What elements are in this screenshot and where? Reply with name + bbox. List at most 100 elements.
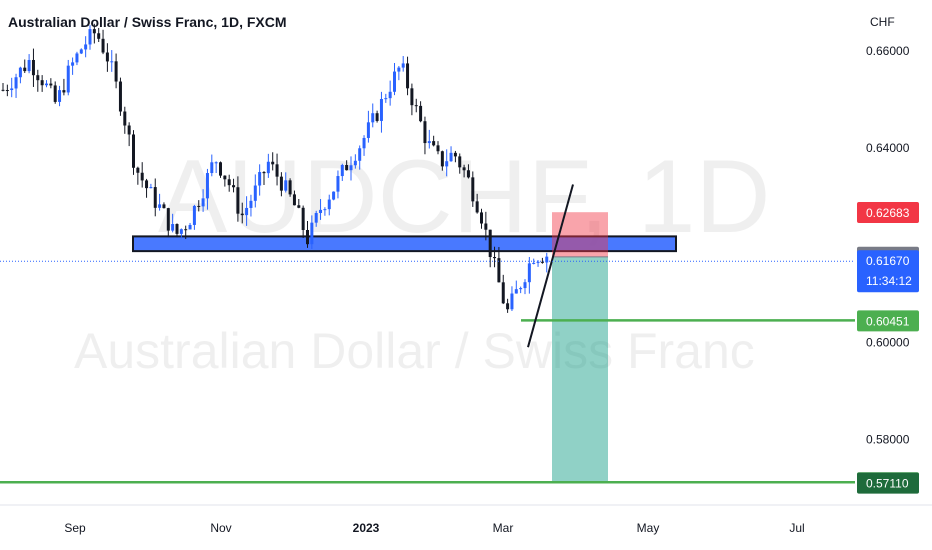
candle-body bbox=[92, 29, 96, 34]
candle-body bbox=[127, 125, 131, 135]
candle-body bbox=[223, 175, 227, 180]
candle-body bbox=[271, 161, 275, 165]
candle-body bbox=[327, 199, 331, 210]
price-tick-label: 0.60000 bbox=[866, 335, 910, 349]
candle-body bbox=[493, 257, 497, 259]
candle-body bbox=[310, 222, 314, 245]
candle-body bbox=[45, 83, 48, 86]
stop-loss-area bbox=[552, 212, 608, 257]
candle-body bbox=[406, 63, 410, 89]
candle-body bbox=[18, 67, 22, 78]
candle-body bbox=[449, 152, 453, 162]
candle-body bbox=[279, 176, 283, 191]
candle-body bbox=[232, 185, 236, 188]
candle-body bbox=[140, 172, 144, 181]
candle-body bbox=[349, 165, 353, 171]
candle-body bbox=[158, 204, 162, 208]
candle-body bbox=[480, 212, 483, 224]
candle-body bbox=[145, 180, 149, 189]
candle-body bbox=[219, 162, 222, 176]
candle-body bbox=[440, 151, 444, 167]
candle-body bbox=[40, 80, 44, 86]
candle-body bbox=[236, 187, 240, 214]
candle-body bbox=[27, 59, 31, 72]
price-tag bbox=[857, 250, 919, 293]
time-tick-label: Jul bbox=[789, 521, 804, 535]
candle-body bbox=[432, 141, 436, 146]
candle-body bbox=[427, 141, 431, 144]
candle-body bbox=[66, 65, 70, 93]
time-tick-label: Sep bbox=[64, 521, 86, 535]
candle-body bbox=[275, 164, 279, 177]
candle-body bbox=[23, 67, 27, 72]
candles-layer bbox=[1, 23, 549, 313]
candle-body bbox=[62, 90, 66, 93]
candle-body bbox=[249, 200, 253, 208]
candle-body bbox=[545, 256, 549, 263]
chart-title: Australian Dollar / Swiss Franc, 1D, FXC… bbox=[8, 14, 287, 30]
candle-body bbox=[336, 176, 340, 192]
support-zone-layer bbox=[132, 235, 677, 253]
candle-body bbox=[379, 99, 383, 121]
candle-body bbox=[501, 282, 505, 304]
candle-body bbox=[319, 209, 323, 214]
price-tag bbox=[857, 310, 919, 332]
time-tick-label: May bbox=[637, 521, 660, 535]
candle-body bbox=[132, 134, 135, 168]
price-tag-label: 0.62683 bbox=[866, 206, 910, 220]
candle-body bbox=[453, 152, 457, 157]
candle-body bbox=[266, 161, 270, 174]
candle-body bbox=[258, 172, 262, 186]
candle-body bbox=[101, 38, 105, 53]
watermark-name: Australian Dollar / Swiss Franc bbox=[74, 323, 755, 379]
candle-body bbox=[153, 187, 157, 208]
candle-body bbox=[410, 88, 414, 106]
candle-body bbox=[510, 293, 514, 310]
support-zone bbox=[132, 235, 677, 253]
candle-body bbox=[5, 90, 9, 92]
candle-body bbox=[201, 198, 205, 207]
candle-body bbox=[506, 303, 510, 310]
candle-body bbox=[53, 85, 57, 102]
candle-body bbox=[118, 81, 122, 112]
candle-body bbox=[184, 229, 188, 231]
candle-body bbox=[484, 223, 488, 230]
candle-body bbox=[536, 261, 540, 263]
candle-body bbox=[340, 164, 344, 177]
candle-body bbox=[419, 105, 423, 122]
price-tag bbox=[857, 202, 919, 224]
candle-body bbox=[527, 263, 531, 283]
short-position-layer[interactable] bbox=[552, 212, 608, 483]
candle-body bbox=[262, 172, 266, 174]
candle-body bbox=[36, 75, 40, 81]
price-tag-label: 0.61670 bbox=[866, 254, 910, 268]
candle-body bbox=[210, 162, 214, 174]
candle-body bbox=[88, 29, 92, 45]
candle-body bbox=[292, 194, 296, 206]
candle-body bbox=[171, 224, 175, 231]
candle-body bbox=[58, 90, 62, 102]
candle-body bbox=[488, 229, 492, 258]
candle-body bbox=[458, 156, 462, 168]
candle-body bbox=[445, 161, 449, 167]
price-tag-label: 0.57110 bbox=[866, 477, 909, 491]
candle-body bbox=[475, 201, 479, 213]
price-tag-label: 0.60451 bbox=[866, 314, 910, 328]
candle-body bbox=[375, 113, 379, 121]
time-axis[interactable]: Sep Nov 2023 Mar May Jul bbox=[0, 504, 932, 535]
price-tag bbox=[857, 472, 919, 494]
candle-body bbox=[205, 173, 209, 199]
time-tick-label: Nov bbox=[210, 521, 231, 535]
candle-body bbox=[423, 121, 427, 144]
candle-body bbox=[306, 230, 309, 245]
axis-currency-label: CHF bbox=[870, 15, 895, 29]
candle-body bbox=[31, 59, 35, 76]
candle-body bbox=[136, 167, 140, 173]
candle-body bbox=[253, 185, 257, 201]
candle-body bbox=[523, 282, 527, 289]
candle-body bbox=[49, 83, 53, 86]
candle-body bbox=[384, 98, 388, 100]
price-axis[interactable]: CHF 0.66000 0.64000 0.60000 0.58000 bbox=[866, 15, 910, 446]
candle-body bbox=[466, 170, 470, 178]
